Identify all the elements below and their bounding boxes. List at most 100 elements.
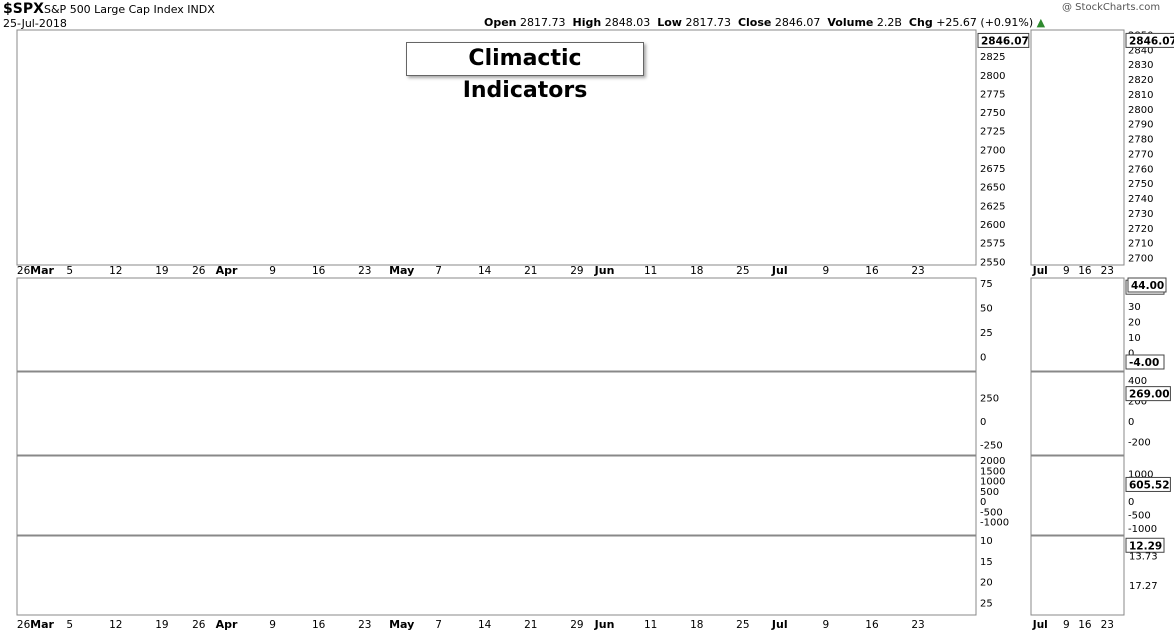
zoom-x-tick-label: 23 (1101, 265, 1114, 277)
x-tick-label: 23 (358, 265, 371, 277)
volume-label: Volume (827, 16, 874, 29)
zoom-price-last-value: 2846.07 (1129, 35, 1174, 47)
x-tick-label: Apr (216, 264, 238, 277)
low-label: Low (657, 16, 682, 29)
advance-decline-panel-frame (16, 371, 977, 456)
y-tick-label: -200 (1128, 438, 1151, 449)
x-tick-label: 19 (155, 265, 168, 277)
x-tick-label: 9 (823, 619, 830, 631)
y-tick-label: -1000 (1128, 524, 1157, 535)
x-tick-label: 11 (644, 619, 657, 631)
x-tick-label: 18 (690, 619, 703, 631)
y-tick-label: 2750 (1128, 179, 1153, 190)
price-last-value-box (977, 32, 1030, 48)
y-tick-label: -500 (980, 507, 1003, 518)
ohlc-readout: Open 2817.73 High 2848.03 Low 2817.73 Cl… (484, 17, 1045, 29)
y-tick-label: -1000 (980, 518, 1009, 529)
y-tick-label: 2825 (980, 52, 1005, 63)
zoom-vix-band-mid-value: 13.73 (1129, 552, 1158, 563)
y-tick-label: 250 (980, 393, 999, 404)
y-tick-label: 2820 (1128, 75, 1153, 86)
y-tick-label: 2550 (980, 257, 1005, 268)
price-last-value: 2846.07 (981, 35, 1029, 47)
x-tick-label: 9 (269, 619, 276, 631)
x-tick-label: 25 (736, 619, 749, 631)
y-tick-label: 2800 (980, 71, 1005, 82)
y-tick-label: 2810 (1128, 90, 1153, 101)
y-tick-label: 20 (1128, 317, 1141, 328)
new-highs-top-value-box (1127, 277, 1167, 293)
change-value: +25.67 (+0.91%) (936, 16, 1034, 29)
y-tick-label: -500 (1128, 511, 1151, 522)
x-tick-label: May (389, 264, 414, 277)
x-tick-label: 16 (865, 619, 879, 631)
zoom-vix-band-low-value: 17.27 (1129, 581, 1158, 592)
y-tick-label: 2575 (980, 239, 1005, 250)
x-tick-label: 23 (911, 619, 924, 631)
zoom-new-lows-last-value: -4.00 (1129, 357, 1159, 369)
x-tick-label: 29 (570, 265, 583, 277)
zoom-x-tick-label: Jul (1032, 265, 1048, 277)
zoom-new-lows-last-value-box (1125, 354, 1165, 370)
y-tick-label: 2740 (1128, 194, 1153, 205)
x-tick-label: 5 (66, 619, 73, 631)
y-tick-label: 0 (980, 497, 986, 508)
y-tick-label: 0 (980, 417, 986, 428)
x-tick-label: Mar (30, 264, 54, 277)
y-tick-label: 10 (980, 536, 993, 547)
y-tick-label: 2760 (1128, 164, 1153, 175)
x-tick-label: Mar (30, 618, 54, 631)
zoom-advance-decline-panel-last-value-box (1125, 386, 1171, 402)
vix-panel-frame (16, 535, 977, 616)
x-tick-label: 19 (155, 619, 168, 631)
x-tick-label: 14 (478, 619, 492, 631)
low-value: 2817.73 (685, 16, 731, 29)
zoom-advance-decline-panel-frame (1030, 371, 1125, 456)
y-tick-label: 1000 (980, 477, 1005, 488)
y-tick-label: 75 (980, 279, 993, 290)
y-tick-label: 30 (1128, 302, 1141, 313)
y-tick-label: 200 (1128, 397, 1147, 408)
x-tick-label: 26 (192, 265, 206, 277)
y-tick-label: 2700 (980, 145, 1005, 156)
zoom-ad-volume-panel-frame (1030, 455, 1125, 536)
y-tick-label: 25 (980, 599, 993, 610)
x-tick-label: Apr (216, 618, 238, 631)
y-tick-label: 2790 (1128, 120, 1153, 131)
high-value: 2848.03 (604, 16, 651, 29)
new-highs-frame (16, 277, 977, 372)
x-tick-label: 7 (435, 619, 442, 631)
y-tick-label: 2780 (1128, 135, 1153, 146)
x-axis: 2626MarMar55121219192626AprApr9916162323… (17, 264, 1114, 631)
volume-value: 2.2B (876, 16, 902, 29)
x-tick-label: 18 (690, 265, 703, 277)
zoom-vix-last-value-box (1125, 537, 1165, 553)
x-tick-label: 26 (17, 265, 31, 277)
zoom-vix-last-value: 12.29 (1129, 540, 1162, 552)
zoom-ad-volume-panel-last-value: 605.52 (1129, 479, 1170, 491)
y-tick-label: 1000 (1128, 470, 1153, 481)
y-tick-label: 400 (1128, 376, 1147, 387)
y-tick-label: 0 (1128, 417, 1134, 428)
x-tick-label: 7 (435, 265, 442, 277)
x-tick-label: 21 (524, 619, 537, 631)
x-tick-label: 21 (524, 265, 537, 277)
x-tick-label: 16 (312, 619, 326, 631)
open-label: Open (484, 16, 517, 29)
y-tick-label: 10 (1128, 333, 1141, 344)
y-tick-label: 2000 (980, 456, 1005, 467)
y-tick-label: 2710 (1128, 239, 1153, 250)
x-tick-label: May (389, 618, 414, 631)
new-highs-top-value: 44.00 (1131, 280, 1164, 292)
high-label: High (572, 16, 602, 29)
y-tick-label: 2700 (1128, 254, 1153, 265)
zoom-x-tick-label: 16 (1078, 619, 1092, 631)
y-tick-label: 20 (980, 578, 993, 589)
x-tick-label: 14 (478, 265, 492, 277)
up-arrow-icon: ▲ (1036, 16, 1046, 29)
zoom-vix-frame (1030, 535, 1125, 616)
y-tick-label: 2750 (980, 108, 1005, 119)
y-tick-label: 25 (980, 328, 993, 339)
x-tick-label: 12 (109, 265, 122, 277)
